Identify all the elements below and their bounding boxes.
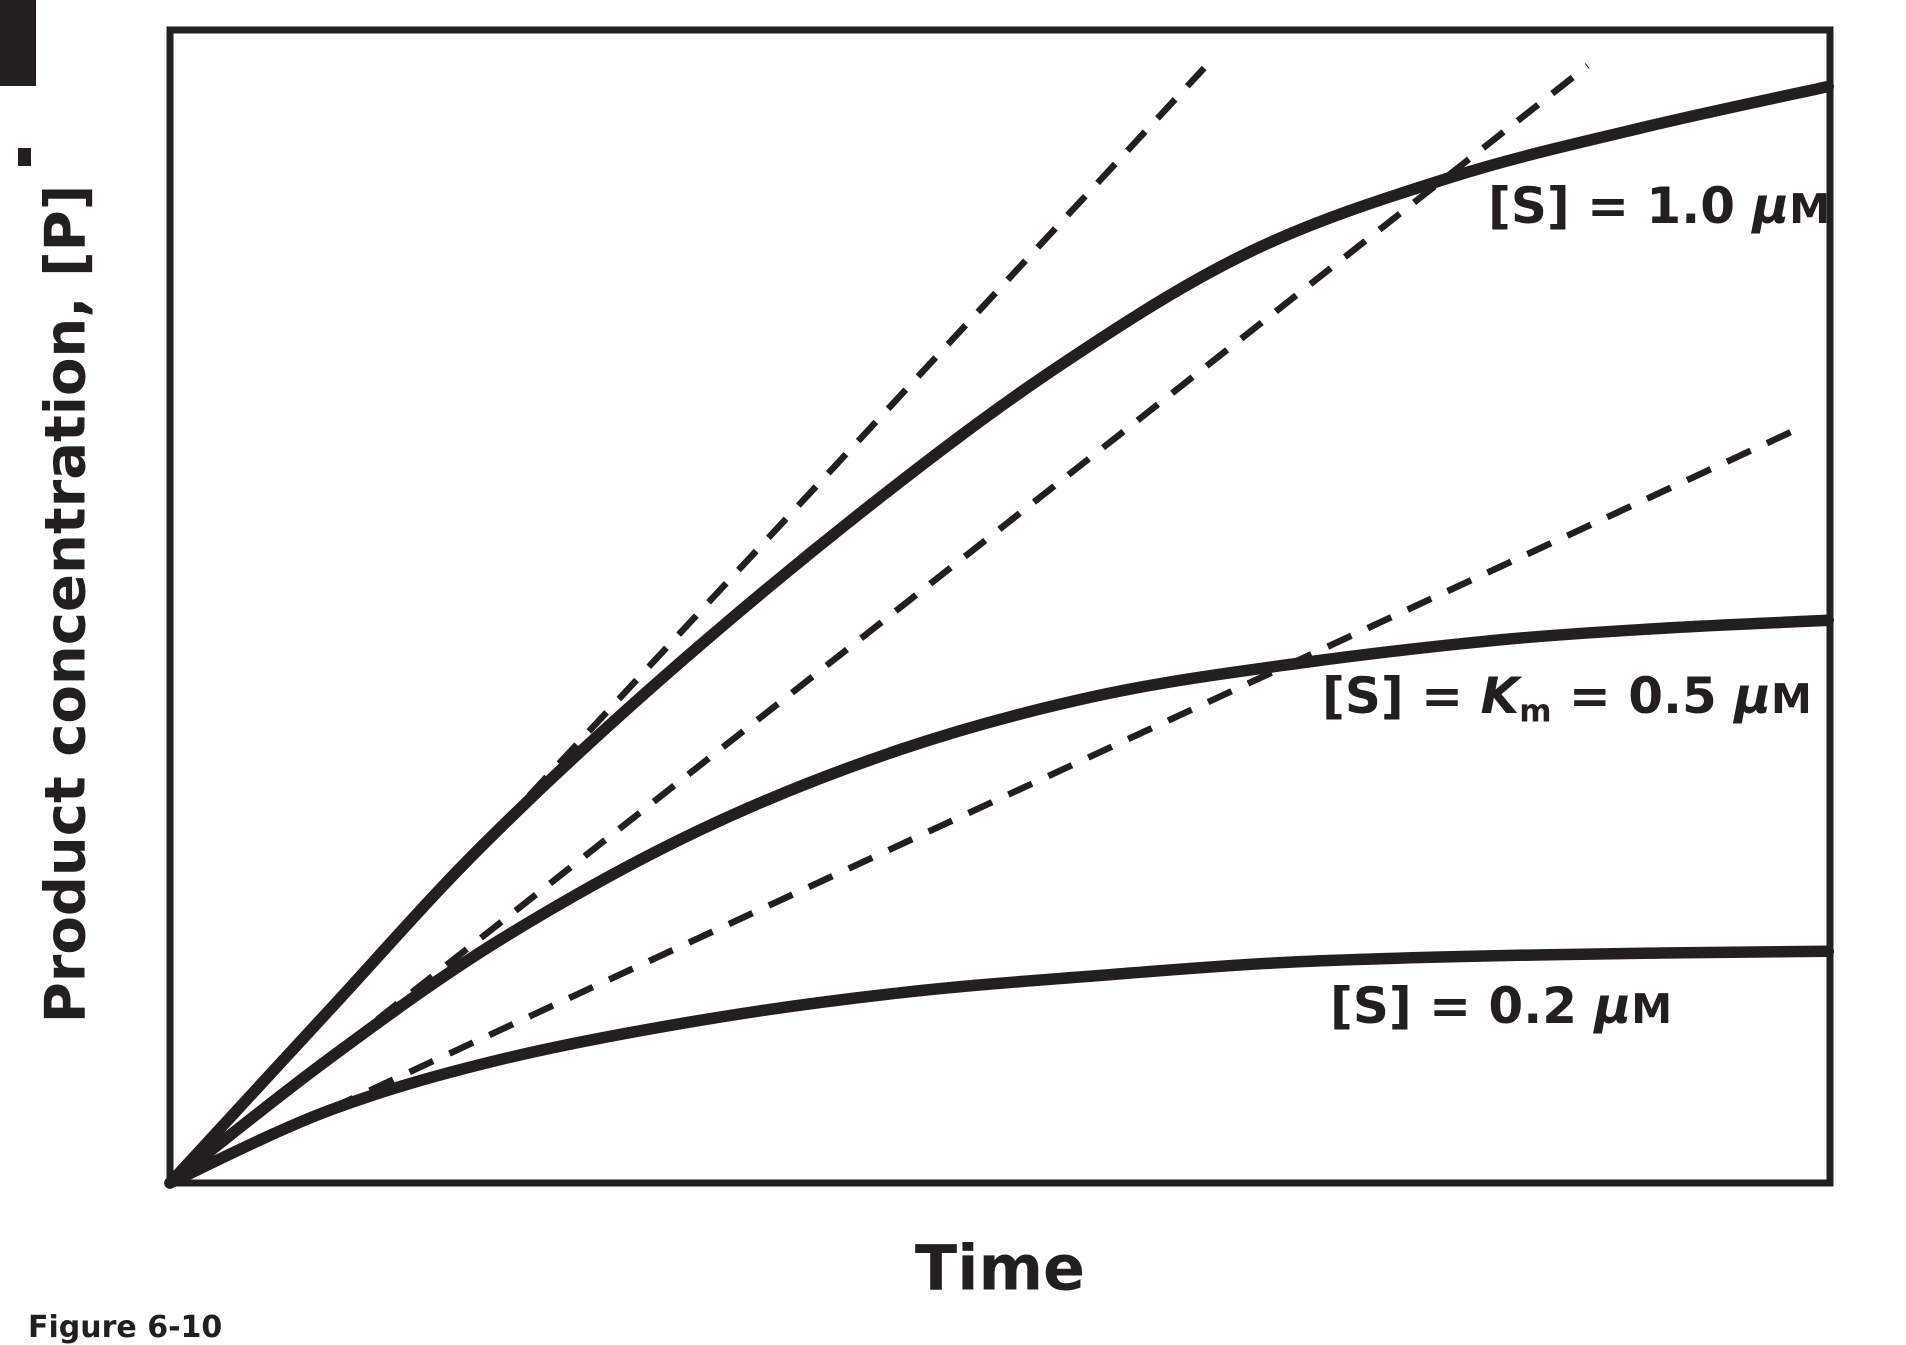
mu-symbol: μ — [1594, 977, 1632, 1035]
molar-unit: M — [1789, 185, 1832, 233]
curve-s-1_0 — [164, 80, 1835, 1189]
mu-symbol: μ — [1734, 667, 1771, 725]
mu-symbol: μ — [1752, 177, 1790, 235]
series-layer — [164, 63, 1835, 1189]
x-axis-title: Time — [914, 1231, 1086, 1305]
curve-s-0_5 — [164, 614, 1835, 1189]
plot-frame — [166, 26, 1834, 1187]
molar-unit: M — [1771, 675, 1813, 723]
molar-unit: M — [1631, 985, 1674, 1033]
label-curve-0_5-text: [S] = — [1322, 667, 1481, 725]
label-curve-0_5-value: = 0.5 — [1551, 667, 1735, 725]
label-curve-1_0-text: [S] = 1.0 — [1488, 177, 1753, 235]
tangent-s-0_2 — [168, 424, 1802, 1186]
curve-s-0_2 — [164, 945, 1835, 1189]
tangent-s-0_5 — [167, 63, 1590, 1186]
scan-artifact-mark — [18, 148, 31, 166]
label-curve-1_0: [S] = 1.0 μM — [1488, 177, 1832, 236]
figure-caption: Figure 6-10 — [28, 1310, 223, 1345]
label-curve-0_2-text: [S] = 0.2 — [1330, 977, 1595, 1035]
scan-corner-mark — [0, 0, 36, 86]
tangent-s-1_0 — [167, 65, 1207, 1186]
km-subscript: m — [1519, 693, 1552, 730]
label-curve-0_5: [S] = Km = 0.5 μM — [1322, 667, 1813, 730]
y-axis-title: Product concentration, [P] — [33, 184, 99, 1024]
label-curve-0_2: [S] = 0.2 μM — [1330, 977, 1674, 1036]
km-symbol: K — [1480, 667, 1520, 725]
